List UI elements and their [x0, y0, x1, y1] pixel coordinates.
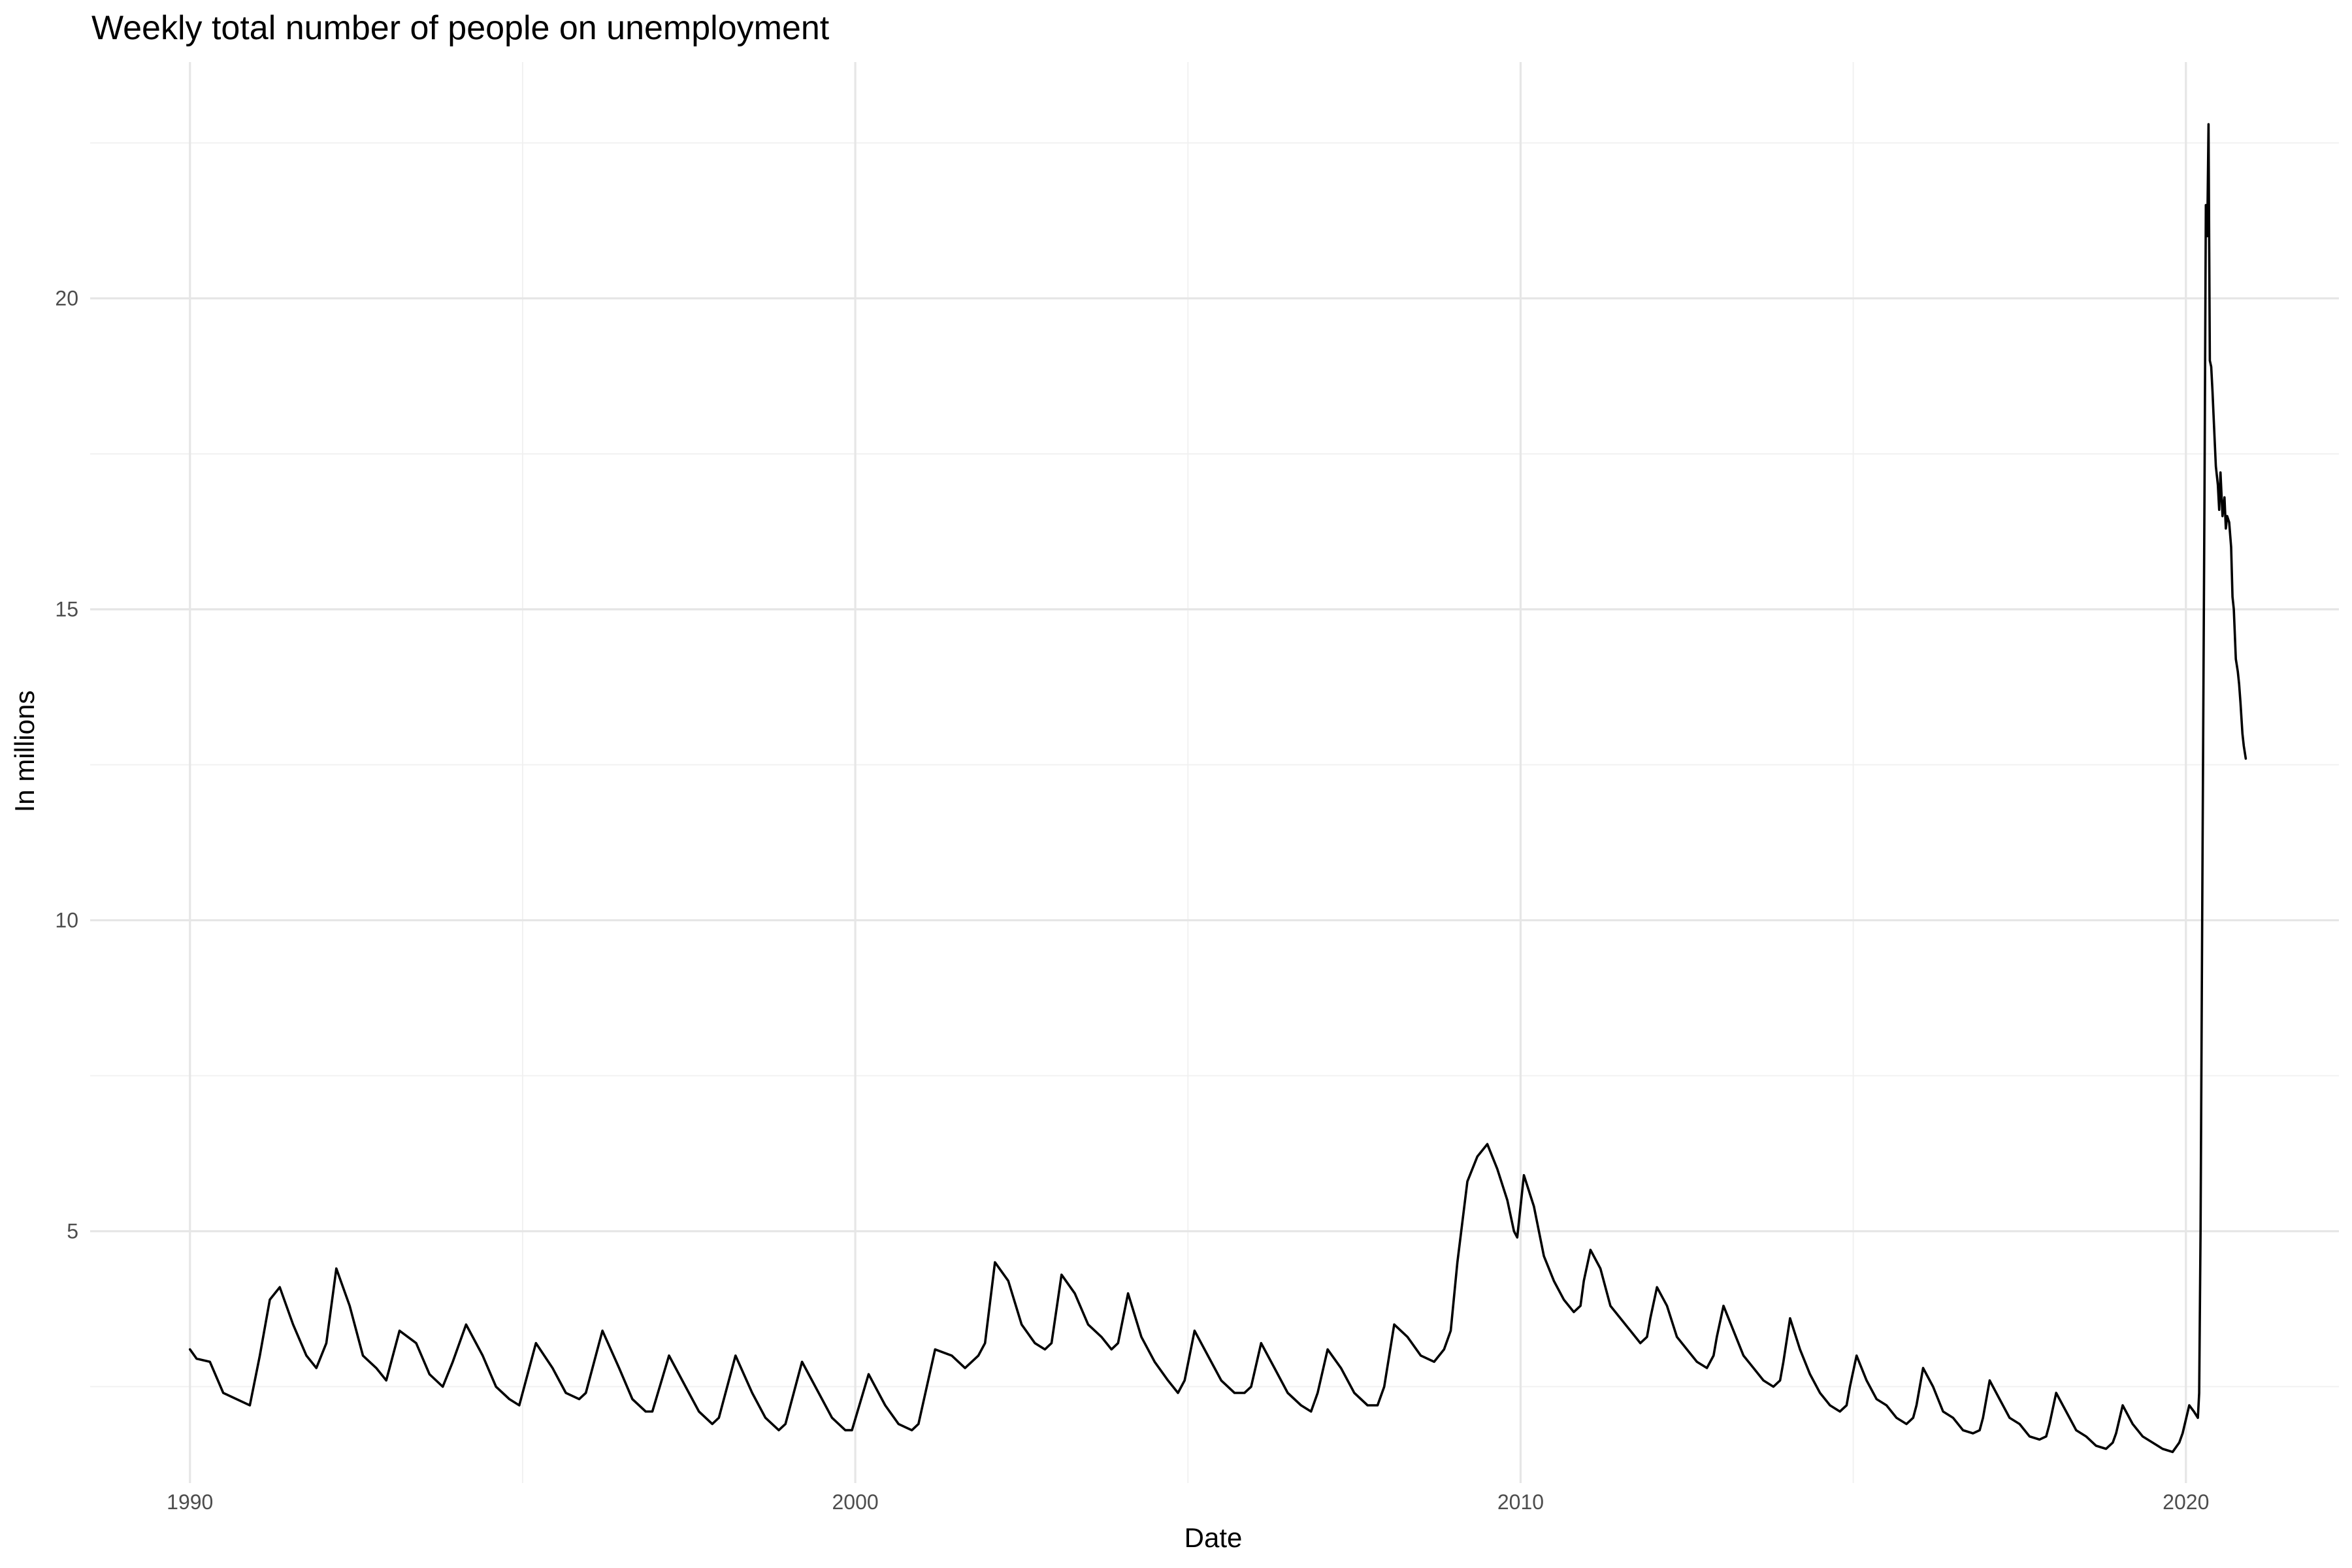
y-tick-label: 20 — [55, 287, 78, 310]
series-layer — [188, 123, 2247, 1454]
chart-title: Weekly total number of people on unemplo… — [91, 9, 830, 47]
x-tick-label: 2000 — [832, 1490, 879, 1514]
unemployment-series-line — [188, 123, 2247, 1454]
minor-gridlines — [90, 62, 2339, 1483]
y-axis-tick-labels: 5 10 15 20 — [55, 287, 78, 1243]
major-gridlines — [90, 62, 2339, 1483]
y-tick-label: 10 — [55, 909, 78, 932]
y-tick-label: 15 — [55, 598, 78, 621]
x-tick-label: 2010 — [1497, 1490, 1544, 1514]
y-tick-label: 5 — [67, 1219, 78, 1243]
x-axis-tick-labels: 1990 2000 2010 2020 — [167, 1490, 2209, 1514]
y-axis-title: In millions — [9, 691, 40, 813]
x-tick-label: 2020 — [2163, 1490, 2209, 1514]
x-tick-label: 1990 — [167, 1490, 213, 1514]
x-axis-title: Date — [1184, 1522, 1243, 1553]
